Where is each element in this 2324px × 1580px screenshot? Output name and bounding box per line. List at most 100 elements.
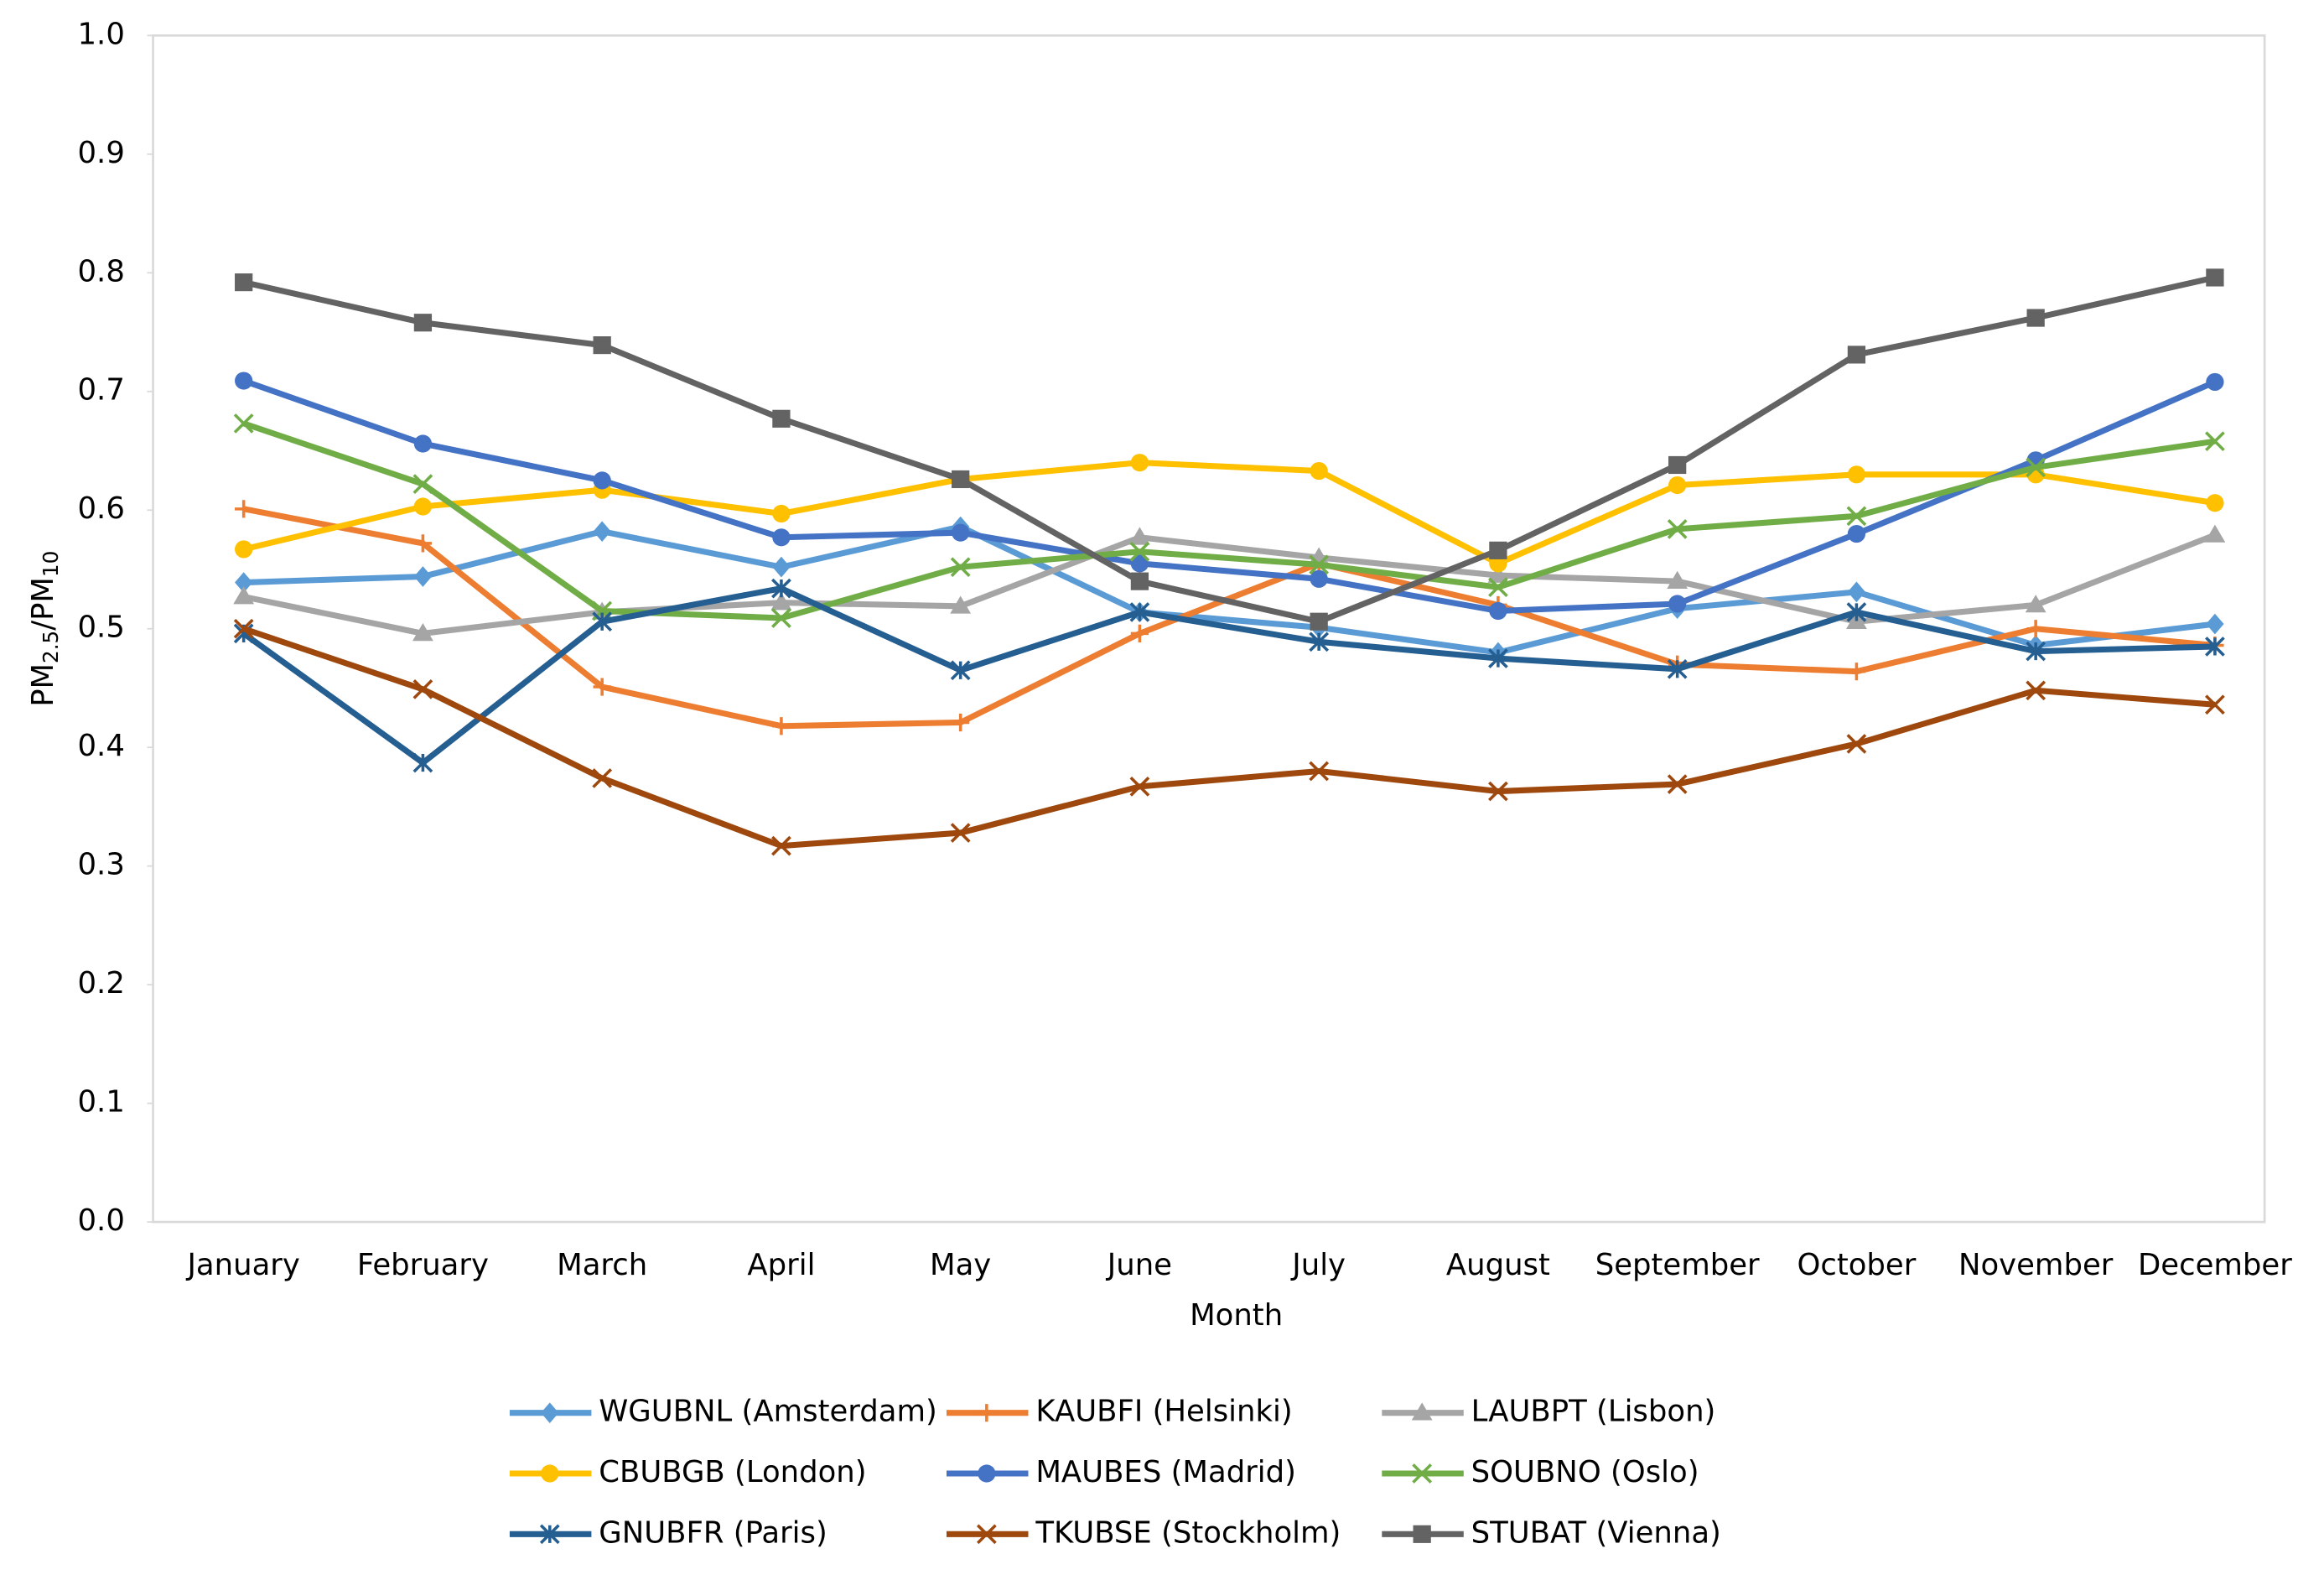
point xyxy=(1129,541,1150,562)
legend-label: KAUBFI (Helsinki) xyxy=(1035,1395,1292,1429)
legend-label: TKUBSE (Stockholm) xyxy=(1035,1515,1341,1550)
legend-label: MAUBES (Madrid) xyxy=(1035,1455,1296,1489)
point xyxy=(1667,658,1688,679)
point xyxy=(772,717,791,735)
point xyxy=(771,578,791,599)
point xyxy=(593,521,611,543)
legend-marker xyxy=(978,1404,996,1422)
y-tick-label: 0.2 xyxy=(78,966,125,1000)
point xyxy=(772,409,791,428)
y-tick-label: 0.4 xyxy=(78,729,125,763)
y-tick-label: 0.9 xyxy=(78,136,125,170)
point xyxy=(1488,577,1508,598)
point xyxy=(1847,346,1866,364)
x-tick-label: July xyxy=(1290,1248,1346,1282)
point xyxy=(772,556,791,578)
point xyxy=(952,470,970,489)
point xyxy=(1488,781,1508,802)
point xyxy=(233,586,255,605)
x-tick-label: April xyxy=(747,1248,815,1282)
legend-marker xyxy=(976,1524,997,1545)
point xyxy=(2026,680,2046,701)
point xyxy=(2026,641,2046,662)
y-title-sub: 10 xyxy=(39,551,63,577)
point xyxy=(1129,527,1150,545)
point xyxy=(593,336,611,355)
y-tick-label: 0.7 xyxy=(78,373,125,408)
legend-marker xyxy=(978,1464,996,1483)
point xyxy=(1130,572,1149,590)
point xyxy=(233,413,254,434)
point xyxy=(1667,570,1689,589)
point xyxy=(2026,309,2045,327)
point xyxy=(2205,694,2225,715)
x-tick-label: August xyxy=(1446,1248,1550,1282)
legend-label: CBUBGB (London) xyxy=(599,1455,866,1489)
legend-item: GNUBFR (Paris) xyxy=(509,1515,827,1550)
point xyxy=(1846,734,1867,754)
point xyxy=(412,474,433,494)
point xyxy=(592,611,613,632)
point xyxy=(1847,581,1866,603)
point xyxy=(1668,476,1687,495)
legend-item: WGUBNL (Amsterdam) xyxy=(509,1395,937,1429)
point xyxy=(593,678,611,696)
point xyxy=(950,557,971,577)
y-title-part: /PM xyxy=(26,577,60,631)
point xyxy=(1668,455,1687,475)
point xyxy=(1129,777,1150,797)
point xyxy=(2206,494,2224,512)
legend-item: CBUBGB (London) xyxy=(509,1455,867,1489)
point xyxy=(2026,620,2045,638)
point xyxy=(1130,624,1149,642)
point xyxy=(2205,637,2225,657)
y-tick-label: 1.0 xyxy=(78,17,125,51)
x-tick-label: December xyxy=(2138,1248,2292,1282)
x-axis-title: Month xyxy=(1190,1298,1283,1333)
point xyxy=(235,572,253,593)
point xyxy=(2026,457,2046,478)
series-line xyxy=(242,460,2216,567)
series-line xyxy=(241,585,2216,767)
y-title-part: PM xyxy=(26,663,60,707)
legend-item: LAUBPT (Lisbon) xyxy=(1382,1395,1715,1429)
legend-marker xyxy=(1412,1463,1433,1484)
point xyxy=(1846,602,1867,622)
point xyxy=(950,595,972,614)
point xyxy=(1309,761,1330,782)
point xyxy=(593,471,611,490)
legend-marker xyxy=(1411,1402,1433,1421)
point xyxy=(2206,372,2224,392)
point xyxy=(1667,519,1688,539)
series-line xyxy=(243,523,2216,656)
legend-marker xyxy=(541,1464,559,1483)
legend-label: GNUBFR (Paris) xyxy=(599,1515,827,1550)
x-tick-label: January xyxy=(185,1248,299,1282)
x-tick-label: March xyxy=(557,1248,647,1282)
legend-label: STUBAT (Vienna) xyxy=(1471,1515,1721,1550)
legend-marker xyxy=(1413,1525,1431,1543)
legend-label: SOUBNO (Oslo) xyxy=(1471,1455,1699,1489)
point xyxy=(770,592,792,611)
legend-label: WGUBNL (Amsterdam) xyxy=(599,1395,937,1429)
point xyxy=(1310,569,1328,588)
point xyxy=(2206,613,2224,635)
x-tick-label: November xyxy=(1958,1248,2114,1282)
point xyxy=(771,608,791,628)
point xyxy=(1488,648,1508,668)
point xyxy=(1847,663,1866,681)
point xyxy=(1847,524,1866,543)
legend-item: MAUBES (Madrid) xyxy=(947,1455,1296,1489)
y-tick-label: 0.5 xyxy=(78,611,125,645)
legend-marker xyxy=(539,1524,560,1545)
point xyxy=(1130,454,1149,472)
point xyxy=(1667,774,1688,794)
point xyxy=(235,273,253,292)
point xyxy=(1129,602,1150,622)
legend-marker xyxy=(541,1402,559,1424)
point xyxy=(1130,554,1149,573)
y-tick-label: 0.6 xyxy=(78,491,125,526)
point xyxy=(1309,631,1330,652)
legend-item: SOUBNO (Oslo) xyxy=(1382,1455,1699,1489)
